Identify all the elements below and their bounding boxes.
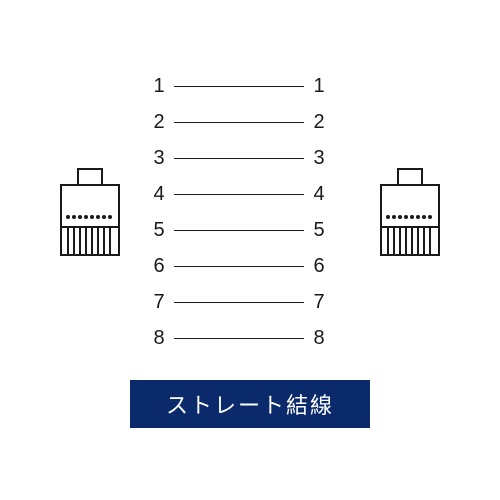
pin-line [174,194,304,195]
pin-line [174,230,304,231]
pin-num-right: 7 [310,291,328,314]
pin-row: 33 [150,144,328,172]
pin-line [174,122,304,123]
pin-num-left: 4 [150,183,168,206]
pin-row: 44 [150,180,328,208]
rj45-connector-left [60,167,120,257]
pin-line [174,338,304,339]
pin-row: 77 [150,288,328,316]
pin-row: 55 [150,216,328,244]
pin-num-right: 1 [310,75,328,98]
pin-num-right: 2 [310,111,328,134]
pin-num-right: 5 [310,219,328,242]
pin-line [174,158,304,159]
pin-line [174,86,304,87]
pin-num-left: 8 [150,327,168,350]
pin-num-left: 3 [150,147,168,170]
pin-num-left: 6 [150,255,168,278]
pin-num-right: 6 [310,255,328,278]
pin-num-right: 3 [310,147,328,170]
pin-num-left: 2 [150,111,168,134]
pin-line [174,302,304,303]
pin-row: 66 [150,252,328,280]
pin-num-left: 5 [150,219,168,242]
rj45-icon [60,167,120,257]
wiring-area: 11 22 33 44 55 66 77 88 [60,72,440,352]
pin-rows: 11 22 33 44 55 66 77 88 [150,72,328,352]
rj45-connector-right [380,167,440,257]
pin-num-left: 7 [150,291,168,314]
rj45-icon [380,167,440,257]
wiring-diagram: 11 22 33 44 55 66 77 88 ストレート結線 [60,72,440,428]
caption-label: ストレート結線 [130,380,370,428]
pin-row: 22 [150,108,328,136]
pin-row: 88 [150,324,328,352]
pin-num-right: 4 [310,183,328,206]
pin-num-right: 8 [310,327,328,350]
pin-line [174,266,304,267]
pin-num-left: 1 [150,75,168,98]
pin-row: 11 [150,72,328,100]
